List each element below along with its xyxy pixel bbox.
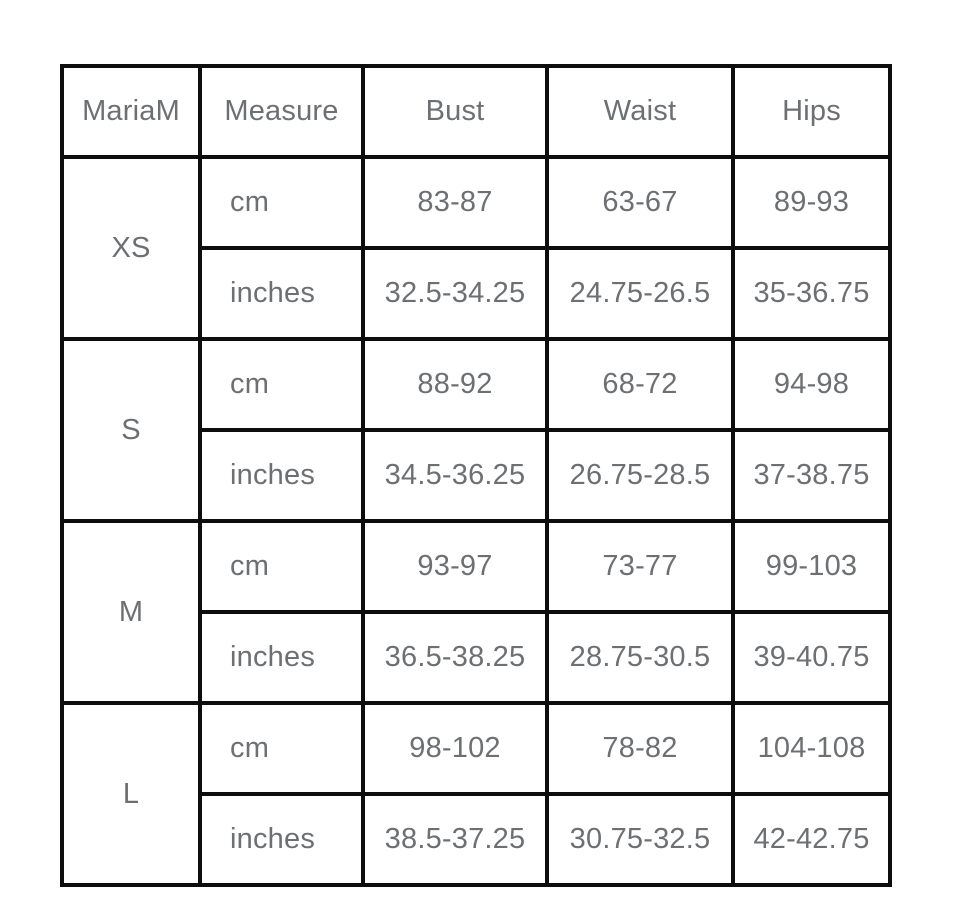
value-cell-waist: 73-77 (545, 519, 735, 614)
table-row-xs-inches: inches 32.5-34.25 24.75-26.5 35-36.75 (62, 246, 892, 341)
value-cell-bust: 32.5-34.25 (361, 246, 549, 341)
unit-cell: inches (198, 792, 365, 887)
unit-cell: cm (198, 155, 365, 250)
size-cell-m: M (60, 519, 202, 705)
table-row-xs-cm: XS cm 83-87 63-67 89-93 (60, 155, 892, 341)
value-cell-hips: 37-38.75 (731, 428, 892, 523)
measure-header-cell: Measure (198, 64, 365, 159)
unit-cell: cm (198, 701, 365, 796)
value-cell-hips: 42-42.75 (731, 792, 892, 887)
table-row-s-cm: S cm 88-92 68-72 94-98 (60, 337, 892, 523)
value-cell-waist: 28.75-30.5 (545, 610, 735, 705)
table-row-m-cm: M cm 93-97 73-77 99-103 (60, 519, 892, 705)
value-cell-bust: 36.5-38.25 (361, 610, 549, 705)
value-cell-hips: 35-36.75 (731, 246, 892, 341)
unit-cell: inches (198, 428, 365, 523)
unit-cell: cm (198, 519, 365, 614)
value-cell-bust: 98-102 (361, 701, 549, 796)
table-row-m-inches: inches 36.5-38.25 28.75-30.5 39-40.75 (62, 610, 892, 705)
value-cell-bust: 88-92 (361, 337, 549, 432)
table-row-s-inches: inches 34.5-36.25 26.75-28.5 37-38.75 (62, 428, 892, 523)
size-chart-table: MariaM Measure Bust Waist Hips XS cm 83-… (60, 64, 892, 887)
value-cell-bust: 83-87 (361, 155, 549, 250)
header-row: MariaM Measure Bust Waist Hips (60, 64, 892, 159)
brand-header-cell: MariaM (60, 64, 202, 159)
unit-cell: inches (198, 610, 365, 705)
value-cell-hips: 99-103 (731, 519, 892, 614)
bust-header-cell: Bust (361, 64, 549, 159)
value-cell-bust: 93-97 (361, 519, 549, 614)
value-cell-waist: 68-72 (545, 337, 735, 432)
unit-cell: inches (198, 246, 365, 341)
size-cell-s: S (60, 337, 202, 523)
value-cell-waist: 63-67 (545, 155, 735, 250)
table-row-l-inches: inches 38.5-37.25 30.75-32.5 42-42.75 (62, 792, 892, 887)
waist-header-cell: Waist (545, 64, 735, 159)
value-cell-hips: 39-40.75 (731, 610, 892, 705)
value-cell-bust: 38.5-37.25 (361, 792, 549, 887)
hips-header-cell: Hips (731, 64, 892, 159)
value-cell-bust: 34.5-36.25 (361, 428, 549, 523)
value-cell-waist: 30.75-32.5 (545, 792, 735, 887)
size-cell-xs: XS (60, 155, 202, 341)
value-cell-hips: 94-98 (731, 337, 892, 432)
unit-cell: cm (198, 337, 365, 432)
value-cell-waist: 24.75-26.5 (545, 246, 735, 341)
size-cell-l: L (60, 701, 202, 887)
table-row-l-cm: L cm 98-102 78-82 104-108 (60, 701, 892, 887)
value-cell-waist: 78-82 (545, 701, 735, 796)
value-cell-hips: 89-93 (731, 155, 892, 250)
value-cell-hips: 104-108 (731, 701, 892, 796)
size-chart-container: MariaM Measure Bust Waist Hips XS cm 83-… (60, 64, 892, 887)
value-cell-waist: 26.75-28.5 (545, 428, 735, 523)
